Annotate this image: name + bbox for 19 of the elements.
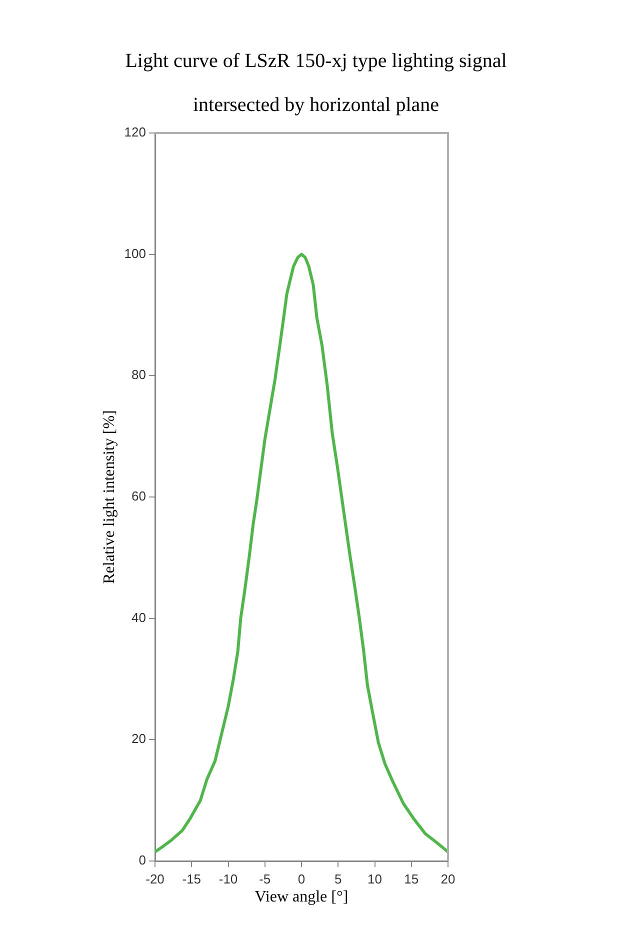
x-tick-label: -15 (182, 871, 202, 886)
y-axis-title: Relative light intensity [%] (100, 410, 118, 584)
x-tick-label: 20 (440, 871, 456, 886)
y-tick-label: 80 (132, 367, 146, 382)
y-tick-label: 20 (132, 731, 146, 746)
y-tick-label: 120 (124, 124, 146, 140)
x-tick-label: -10 (218, 871, 238, 886)
x-tick-label: -5 (259, 871, 271, 886)
x-tick-label: 0 (298, 871, 306, 886)
x-tick-label: 5 (334, 871, 342, 886)
chart-title: Light curve of LSzR 150-xj type lighting signal intersected by horizontal plane (125, 50, 507, 116)
y-tick-label: 0 (138, 852, 146, 868)
y-tick-label: 100 (124, 246, 146, 261)
x-tick-label: -20 (146, 871, 164, 886)
y-tick-label: 40 (132, 610, 146, 625)
x-axis-title: View angle [°] (254, 888, 348, 906)
x-tick-label: 10 (368, 871, 382, 886)
y-tick-label: 60 (132, 488, 146, 504)
x-tick-label: 15 (404, 871, 419, 886)
